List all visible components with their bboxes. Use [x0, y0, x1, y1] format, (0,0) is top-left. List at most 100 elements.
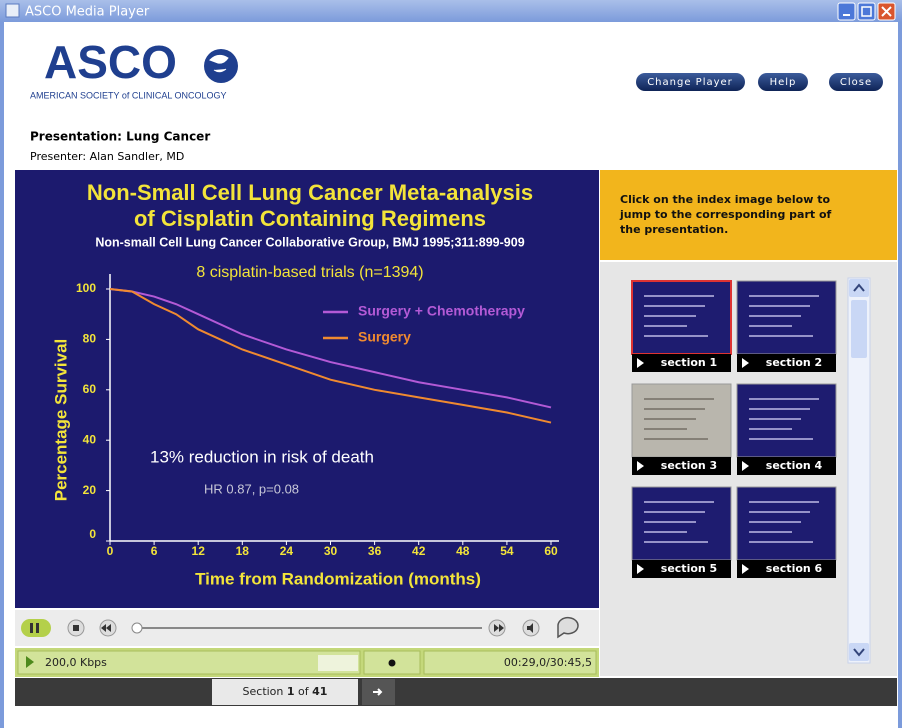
minimize-icon — [843, 14, 850, 16]
section-thumbnail[interactable]: section 3 — [632, 384, 731, 475]
navigation-bar — [15, 678, 897, 706]
logo-tagline: AMERICAN SOCIETY of CLINICAL ONCOLOGY — [30, 90, 227, 100]
seek-knob[interactable] — [132, 623, 142, 633]
bitrate: 200,0 Kbps — [45, 656, 107, 669]
x-tick-label: 30 — [324, 544, 338, 558]
section-label: section 1 — [661, 356, 717, 369]
thumbnail-detail — [644, 315, 696, 317]
section-current: 1 — [287, 685, 295, 698]
x-tick-label: 0 — [107, 544, 114, 558]
thumbnail-detail — [644, 531, 687, 533]
scroll-thumb[interactable] — [851, 300, 867, 358]
thumbnail-detail — [644, 398, 714, 400]
section-thumbnail[interactable]: section 5 — [632, 487, 731, 578]
scroll-up[interactable] — [849, 279, 869, 297]
x-tick-label: 48 — [456, 544, 470, 558]
thumbnail-detail — [749, 438, 813, 440]
x-tick-label: 18 — [236, 544, 250, 558]
minimize-button[interactable] — [838, 3, 855, 20]
section-total: 41 — [312, 685, 327, 698]
thumbnail-detail — [644, 438, 708, 440]
thumbnail-detail — [644, 325, 687, 327]
time: 00:29,0/30:45,5 — [504, 656, 592, 669]
instruction: the presentation. — [620, 223, 728, 236]
thumbnail-detail — [749, 521, 801, 523]
thumbnail-detail — [749, 398, 819, 400]
instruction: jump to the corresponding part of — [619, 208, 832, 221]
thumbnail-detail — [749, 335, 813, 337]
thumbnail-detail — [749, 408, 810, 410]
y-tick-label: 0 — [89, 527, 96, 541]
y-axis-label: Percentage Survival — [51, 339, 70, 502]
slide: Non-Small Cell Lung Cancer Meta-analysis… — [15, 170, 599, 608]
thumbnail-detail — [749, 418, 801, 420]
section-label: section 4 — [766, 459, 823, 472]
thumbnail-detail — [749, 511, 810, 513]
thumbnail-image — [632, 281, 731, 354]
y-tick-label: 60 — [83, 382, 97, 396]
x-tick-label: 12 — [192, 544, 206, 558]
presenter: Presenter: Alan Sandler, MD — [30, 150, 184, 163]
buffer-indicator — [318, 655, 358, 671]
page: ASCO Media Player ASCO AMERICAN SOCIETY … — [0, 0, 902, 728]
x-tick-label: 24 — [280, 544, 294, 558]
section-of: of — [298, 685, 310, 698]
thumbnail-detail — [644, 428, 687, 430]
frame-left — [0, 22, 4, 728]
x-tick-label: 36 — [368, 544, 382, 558]
button-label: Change Player — [647, 77, 733, 88]
thumbnail-detail — [749, 501, 819, 503]
presentation-title: Presentation: Lung Cancer — [30, 130, 210, 144]
legend-label: Surgery — [358, 329, 411, 345]
x-tick-label: 54 — [500, 544, 514, 558]
thumbnail-detail — [644, 408, 705, 410]
section-thumbnail[interactable]: section 2 — [737, 281, 836, 372]
thumbnail-image — [632, 487, 731, 560]
slide-title: of Cisplatin Containing Regimens — [134, 206, 486, 231]
logo: ASCO — [44, 36, 177, 88]
thumbnail-detail — [749, 325, 792, 327]
section-label: Section — [243, 685, 284, 698]
slide-title: Non-Small Cell Lung Cancer Meta-analysis — [87, 180, 533, 205]
status-light — [389, 660, 396, 667]
thumbnail-detail — [644, 501, 714, 503]
y-tick-label: 100 — [76, 281, 96, 295]
annotation: 13% reduction in risk of death — [150, 447, 374, 466]
maximize-button[interactable] — [858, 3, 875, 20]
instruction: Click on the index image below to — [620, 193, 830, 206]
thumbnail-detail — [644, 295, 714, 297]
stop-icon — [73, 625, 79, 631]
thumbnail-image — [737, 281, 836, 354]
thumbnail-detail — [644, 335, 708, 337]
x-tick-label: 60 — [544, 544, 558, 558]
media-player-window: ASCO Media Player ASCO AMERICAN SOCIETY … — [0, 0, 902, 728]
thumbnail-detail — [749, 295, 819, 297]
y-tick-label: 20 — [83, 483, 97, 497]
thumbnail-detail — [749, 541, 813, 543]
slide-subtitle: Non-small Cell Lung Cancer Collaborative… — [95, 235, 524, 249]
section-thumbnail[interactable]: section 4 — [737, 384, 836, 475]
annotation: HR 0.87, p=0.08 — [204, 481, 299, 496]
header-buttons: Change Player Help Close — [636, 73, 883, 91]
thumbnail-image — [632, 384, 731, 457]
thumbnail-image — [737, 384, 836, 457]
section-indicator: Section 1 of 41 — [243, 685, 328, 698]
button-label: Help — [770, 77, 797, 88]
chart-heading: 8 cisplatin-based trials (n=1394) — [196, 264, 423, 281]
thumbnail-detail — [644, 305, 705, 307]
section-thumbnail[interactable]: section 1 — [632, 281, 731, 372]
y-tick-label: 40 — [83, 432, 97, 446]
app-icon — [6, 4, 19, 17]
pause-icon — [30, 623, 33, 633]
legend-label: Surgery + Chemotherapy — [358, 303, 525, 319]
section-label: section 5 — [661, 562, 717, 575]
thumbnail-detail — [644, 511, 705, 513]
x-axis-label: Time from Randomization (months) — [195, 569, 481, 588]
thumbnail-image — [737, 487, 836, 560]
scroll-down[interactable] — [849, 643, 869, 661]
section-label: section 2 — [766, 356, 822, 369]
window-title: ASCO Media Player — [25, 5, 150, 20]
thumbnail-detail — [644, 521, 696, 523]
section-thumbnail[interactable]: section 6 — [737, 487, 836, 578]
logo-globe — [204, 49, 238, 83]
